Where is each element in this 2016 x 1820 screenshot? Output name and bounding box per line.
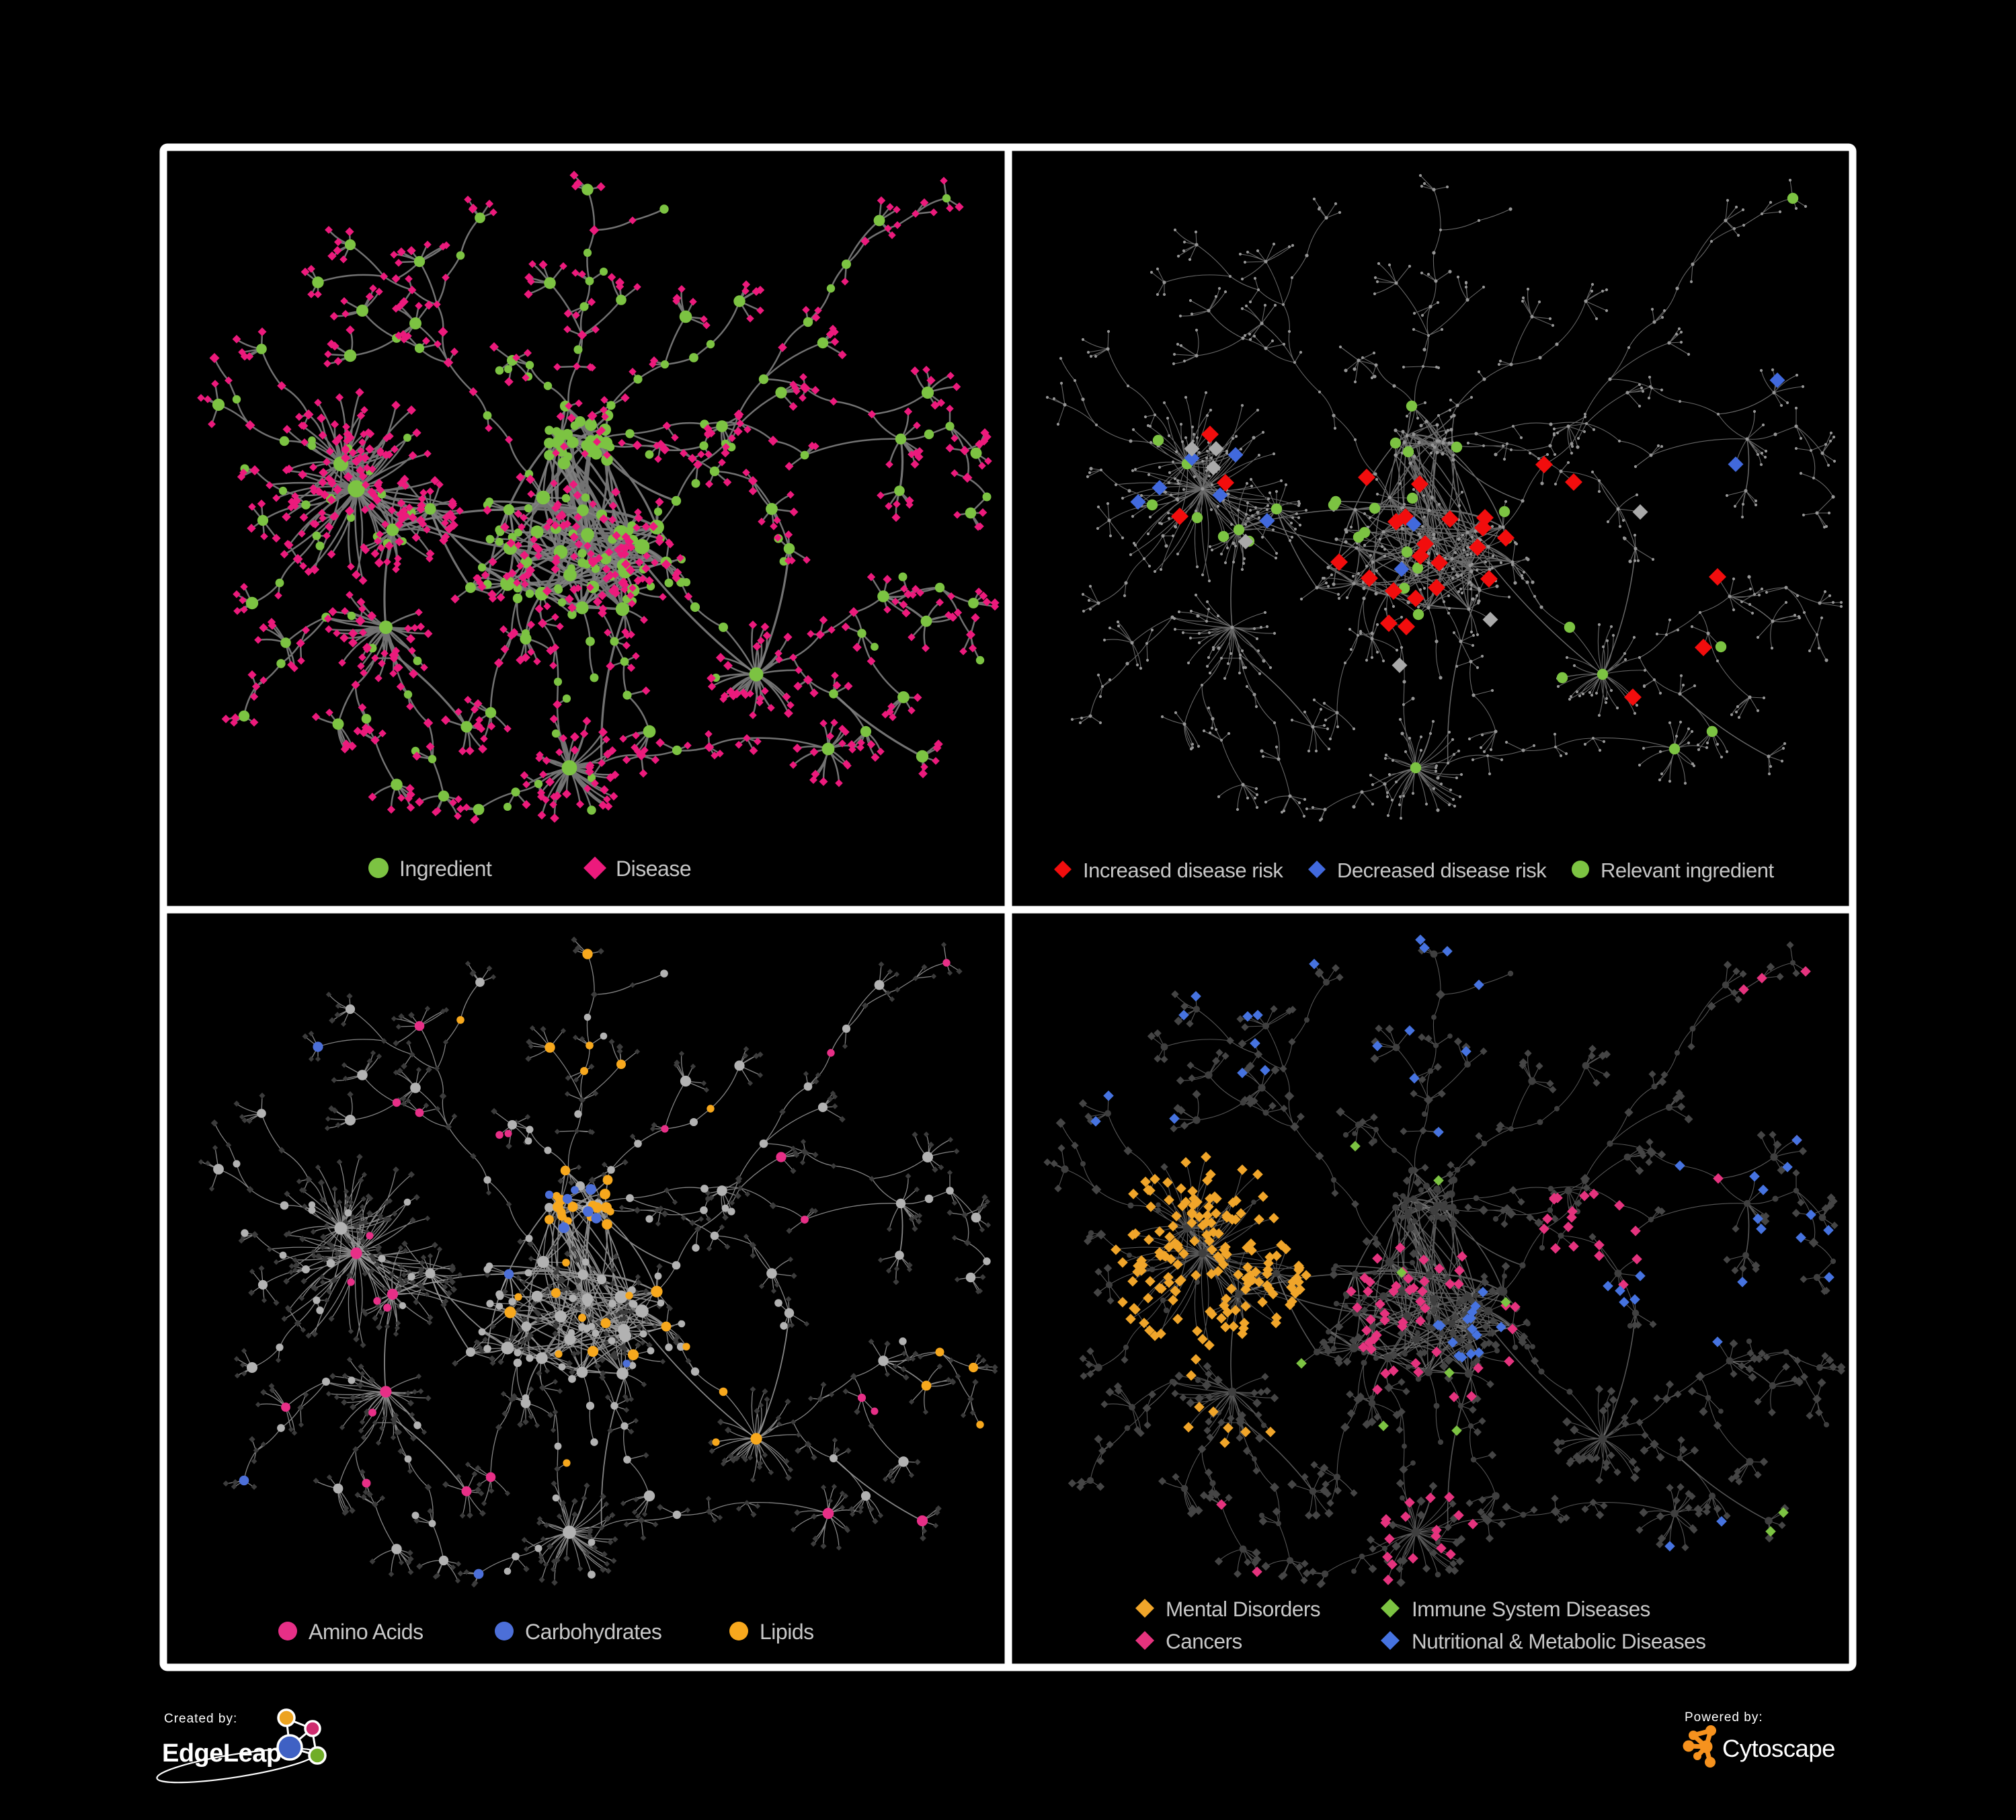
svg-text:Immune System Diseases: Immune System Diseases <box>1412 1597 1650 1621</box>
svg-text:Lipids: Lipids <box>760 1620 814 1644</box>
svg-text:Cancers: Cancers <box>1166 1629 1242 1653</box>
svg-text:Created by:: Created by: <box>164 1712 237 1726</box>
svg-text:EdgeLeap: EdgeLeap <box>162 1739 282 1768</box>
svg-text:Increased disease risk: Increased disease risk <box>1083 859 1283 882</box>
svg-text:Ingredient: Ingredient <box>399 857 492 881</box>
svg-text:Powered by:: Powered by: <box>1685 1710 1763 1725</box>
svg-text:Cytoscape: Cytoscape <box>1722 1735 1835 1762</box>
svg-text:Decreased disease risk: Decreased disease risk <box>1337 859 1547 882</box>
svg-text:Nutritional & Metabolic Diseas: Nutritional & Metabolic Diseases <box>1412 1629 1705 1653</box>
svg-text:Mental Disorders: Mental Disorders <box>1166 1597 1320 1621</box>
svg-text:Amino Acids: Amino Acids <box>309 1620 424 1644</box>
svg-text:Disease: Disease <box>616 857 691 881</box>
svg-text:Carbohydrates: Carbohydrates <box>525 1620 661 1644</box>
svg-text:Relevant ingredient: Relevant ingredient <box>1601 859 1775 882</box>
